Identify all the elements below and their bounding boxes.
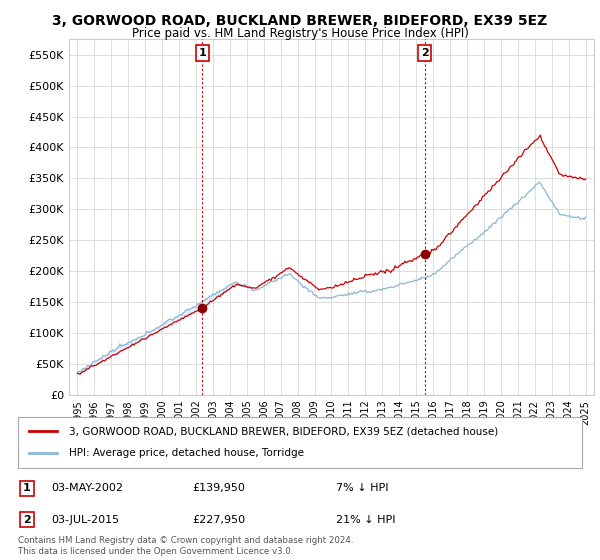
Text: 2: 2 (421, 48, 428, 58)
Text: Contains HM Land Registry data © Crown copyright and database right 2024.
This d: Contains HM Land Registry data © Crown c… (18, 536, 353, 556)
Text: 1: 1 (23, 483, 31, 493)
Text: 03-MAY-2002: 03-MAY-2002 (51, 483, 123, 493)
Text: 2: 2 (23, 515, 31, 525)
Text: 3, GORWOOD ROAD, BUCKLAND BREWER, BIDEFORD, EX39 5EZ (detached house): 3, GORWOOD ROAD, BUCKLAND BREWER, BIDEFO… (69, 426, 498, 436)
Text: 3, GORWOOD ROAD, BUCKLAND BREWER, BIDEFORD, EX39 5EZ: 3, GORWOOD ROAD, BUCKLAND BREWER, BIDEFO… (52, 14, 548, 28)
Text: £227,950: £227,950 (192, 515, 245, 525)
Text: Price paid vs. HM Land Registry's House Price Index (HPI): Price paid vs. HM Land Registry's House … (131, 27, 469, 40)
Text: 1: 1 (199, 48, 206, 58)
Text: 7% ↓ HPI: 7% ↓ HPI (336, 483, 389, 493)
Text: £139,950: £139,950 (192, 483, 245, 493)
Text: HPI: Average price, detached house, Torridge: HPI: Average price, detached house, Torr… (69, 449, 304, 459)
Text: 03-JUL-2015: 03-JUL-2015 (51, 515, 119, 525)
Text: 21% ↓ HPI: 21% ↓ HPI (336, 515, 395, 525)
